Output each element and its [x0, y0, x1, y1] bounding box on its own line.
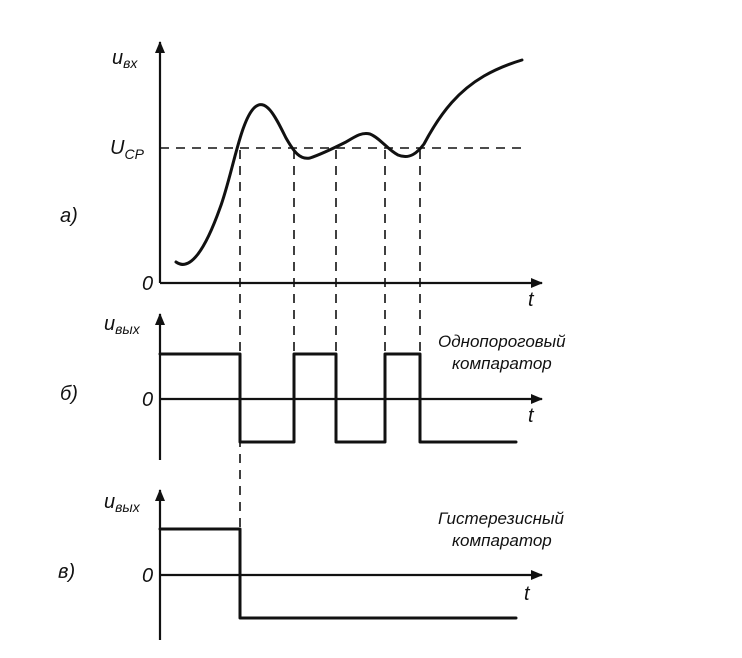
panel-a-origin: 0 [142, 273, 153, 295]
crossing-guides [239, 150, 421, 615]
panel-a-x-label: t [528, 289, 535, 311]
panel-c-hysteresis: uвых 0 t в) Гистерезисный компаратор [58, 489, 565, 640]
panel-c-letter: в) [58, 561, 75, 583]
panel-c-caption-2: компаратор [452, 531, 552, 550]
single-threshold-output [158, 352, 518, 444]
panel-b-x-label: t [528, 405, 535, 427]
hysteresis-output [158, 527, 518, 620]
panel-b-caption-1: Однопороговый [438, 332, 566, 351]
threshold-label: UСР [110, 137, 145, 162]
input-signal-curve [174, 58, 524, 266]
panel-a-letter: а) [60, 205, 78, 227]
panel-a-input: uвх UСР 0 t а) [60, 41, 543, 311]
panel-b-origin: 0 [142, 389, 153, 411]
panel-c-caption-1: Гистерезисный [438, 509, 565, 528]
panel-b-caption-2: компаратор [452, 354, 552, 373]
panel-b-y-label: uвых [104, 313, 141, 337]
panel-b-letter: б) [60, 383, 78, 405]
panel-c-x-label: t [524, 583, 531, 605]
panel-c-y-label: uвых [104, 491, 141, 515]
panel-b-single-threshold: uвых 0 t б) Однопороговый компаратор [60, 313, 566, 460]
panel-a-y-label: uвх [112, 47, 138, 71]
panel-c-origin: 0 [142, 565, 153, 587]
